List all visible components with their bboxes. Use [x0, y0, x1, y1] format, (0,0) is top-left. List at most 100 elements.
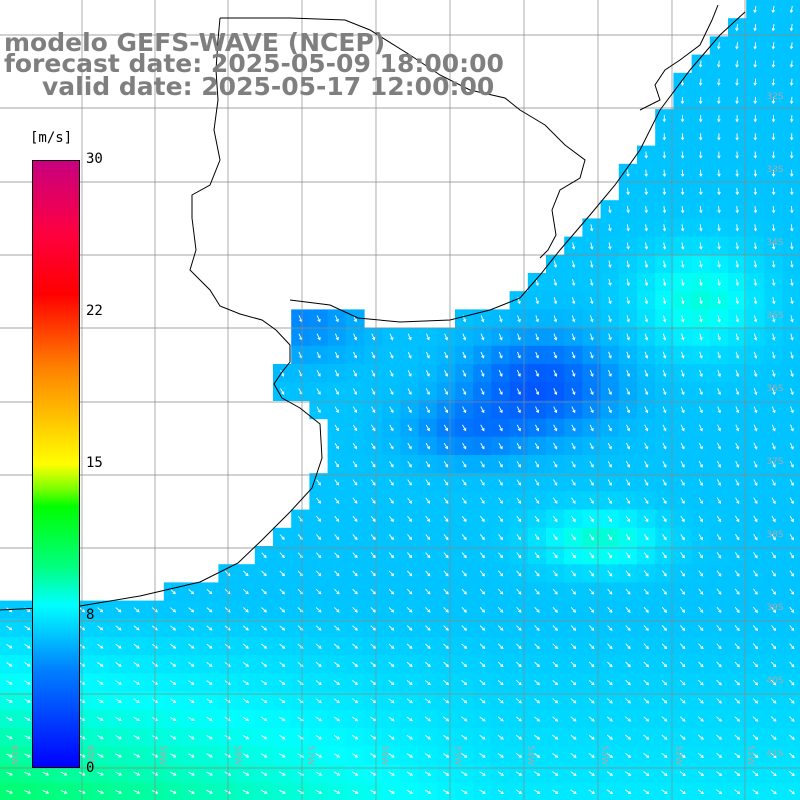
wind-arrow	[570, 716, 577, 722]
wind-arrow	[643, 552, 649, 559]
wind-arrow	[790, 315, 794, 323]
wind-arrow	[734, 771, 741, 777]
wind-arrow	[534, 461, 540, 468]
wind-arrow	[698, 78, 703, 86]
wind-arrow	[443, 643, 449, 649]
wind-arrow	[315, 698, 322, 704]
wind-arrow	[388, 643, 395, 649]
wind-arrow	[279, 607, 286, 613]
wind-arrow	[133, 643, 140, 649]
wind-arrow	[388, 734, 395, 740]
wind-arrow	[697, 752, 704, 758]
wind-arrow	[424, 716, 431, 722]
wind-arrow	[462, 424, 467, 432]
wind-arrow	[625, 661, 631, 668]
wind-arrow	[772, 297, 776, 305]
wind-arrow	[497, 789, 504, 794]
wind-arrow	[534, 479, 540, 486]
wind-arrow	[717, 424, 722, 432]
wind-arrow	[425, 424, 430, 432]
wind-arrow	[625, 479, 631, 486]
wind-arrow	[698, 643, 704, 650]
wind-arrow	[771, 461, 776, 468]
wind-arrow	[771, 588, 776, 595]
wind-arrow	[480, 479, 485, 486]
field-cell	[345, 782, 365, 800]
wind-arrow	[425, 661, 431, 667]
wind-arrow	[133, 607, 140, 613]
wind-arrow	[443, 424, 449, 432]
wind-arrow	[424, 643, 431, 649]
wind-arrow	[279, 588, 286, 595]
wind-arrow	[224, 680, 231, 685]
wind-arrow	[334, 534, 340, 541]
wind-arrow	[371, 351, 376, 359]
wind-arrow	[679, 716, 686, 722]
wind-arrow	[479, 680, 486, 686]
wind-arrow	[534, 497, 540, 504]
wind-arrow	[389, 388, 394, 395]
wind-arrow	[425, 370, 430, 377]
wind-arrow	[772, 315, 776, 323]
wind-arrow	[770, 789, 777, 795]
wind-arrow	[389, 442, 394, 450]
wind-arrow	[699, 169, 703, 177]
wind-arrow	[626, 260, 630, 268]
wind-arrow	[407, 461, 412, 468]
wind-arrow	[662, 278, 667, 287]
wind-arrow	[699, 224, 703, 232]
wind-arrow	[607, 661, 613, 668]
wind-arrow	[643, 643, 649, 650]
wind-arrow	[479, 698, 486, 704]
wind-arrow	[552, 643, 559, 650]
wind-arrow	[734, 570, 740, 577]
wind-arrow	[406, 661, 413, 667]
wind-arrow	[662, 369, 667, 377]
wind-arrow	[644, 278, 649, 287]
chart-title-valid-date: valid date: 2025-05-17 12:00:00	[42, 72, 495, 101]
wind-arrow	[753, 388, 758, 396]
wind-arrow	[770, 661, 777, 668]
wind-arrow	[497, 661, 504, 668]
wind-arrow	[351, 771, 359, 776]
wind-arrow	[315, 552, 322, 559]
field-cell	[382, 782, 401, 800]
wind-arrow	[790, 187, 794, 196]
wind-arrow	[644, 333, 649, 341]
wind-arrow	[662, 552, 667, 559]
wind-arrow	[643, 661, 650, 668]
wind-arrow	[643, 588, 649, 595]
wind-arrow	[552, 570, 558, 577]
wind-arrow	[717, 388, 722, 396]
wind-arrow	[352, 570, 358, 577]
wind-arrow	[461, 534, 467, 541]
wind-arrow	[589, 497, 594, 504]
wind-arrow	[698, 406, 703, 414]
wind-arrow	[443, 698, 450, 704]
field-cell	[109, 782, 128, 800]
field-cell	[200, 782, 219, 800]
wind-arrow	[771, 388, 776, 396]
wind-arrow	[662, 533, 667, 541]
wind-arrow	[370, 588, 377, 595]
wind-arrow	[680, 552, 685, 559]
wind-arrow	[479, 643, 486, 650]
wind-arrow	[552, 497, 558, 504]
field-cell	[564, 782, 583, 800]
wind-arrow	[406, 588, 413, 595]
wind-arrow	[681, 351, 685, 359]
wind-arrow	[717, 242, 721, 250]
field-cell	[327, 782, 347, 800]
field-cell	[782, 327, 800, 347]
wind-arrow	[716, 771, 723, 777]
wind-arrow	[534, 515, 540, 523]
wind-arrow	[643, 771, 650, 777]
wind-arrow	[552, 716, 559, 722]
field-cell	[782, 364, 800, 383]
wind-arrow	[680, 206, 685, 214]
wind-arrow	[206, 698, 213, 703]
wind-arrow	[480, 406, 485, 414]
wind-arrow	[698, 661, 704, 668]
wind-arrow	[790, 424, 794, 432]
wind-arrow	[571, 479, 576, 486]
